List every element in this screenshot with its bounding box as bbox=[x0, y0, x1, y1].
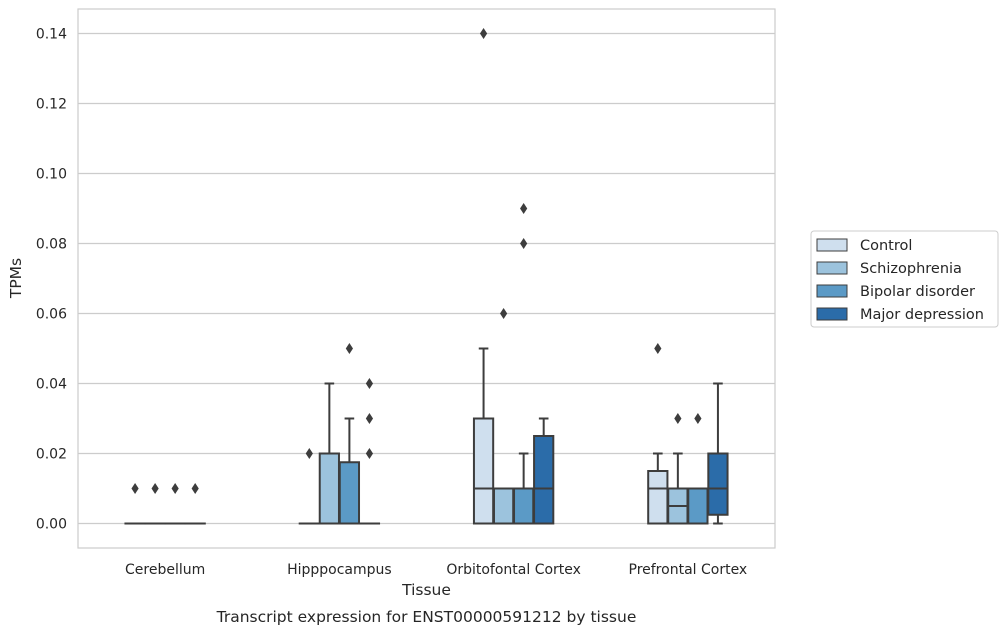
y-tick-label: 0.08 bbox=[36, 237, 67, 253]
plot-frame bbox=[77, 8, 776, 549]
outlier-marker bbox=[365, 378, 374, 389]
chart-caption: Transcript expression for ENST0000059121… bbox=[216, 608, 637, 626]
y-tick-label: 0.12 bbox=[36, 97, 67, 113]
legend-swatch bbox=[816, 261, 848, 275]
outlier-marker bbox=[694, 413, 702, 424]
outlier-marker bbox=[345, 343, 353, 354]
legend-frame bbox=[810, 230, 999, 328]
box bbox=[647, 470, 669, 525]
box bbox=[707, 452, 729, 516]
y-tick-label: 0.02 bbox=[36, 447, 67, 463]
box-control bbox=[472, 28, 495, 525]
outlier-marker bbox=[365, 413, 374, 424]
box bbox=[687, 487, 709, 525]
outlier-marker bbox=[305, 448, 313, 459]
y-tick-label: 0.06 bbox=[36, 307, 67, 323]
box-groups bbox=[124, 28, 729, 525]
outlier-marker bbox=[500, 308, 508, 319]
outlier-marker bbox=[479, 28, 488, 39]
box bbox=[318, 452, 340, 525]
y-tick-label: 0.00 bbox=[36, 517, 67, 533]
outlier-marker bbox=[151, 483, 159, 494]
plot-background bbox=[78, 9, 775, 548]
legend-label: Control bbox=[860, 238, 912, 254]
legend-swatch bbox=[816, 238, 848, 252]
box-control bbox=[647, 343, 669, 525]
x-axis-label: Tissue bbox=[401, 581, 451, 599]
box-major-depression bbox=[533, 417, 555, 525]
legend-label: Bipolar disorder bbox=[860, 284, 975, 300]
outlier-marker bbox=[191, 483, 199, 494]
legend-swatch bbox=[816, 307, 848, 321]
x-tick-label: Prefrontal Cortex bbox=[629, 562, 748, 578]
x-tick-label: Orbitofontal Cortex bbox=[446, 562, 581, 578]
box-major-depression bbox=[707, 382, 729, 525]
outlier-marker bbox=[131, 483, 139, 494]
outlier-marker bbox=[520, 238, 528, 249]
box-bipolar-disorder bbox=[687, 413, 709, 525]
legend: Control Schizophrenia Bipolar disorder Majo… bbox=[810, 230, 999, 328]
y-tick-label: 0.04 bbox=[36, 377, 67, 393]
x-tick-labels: Cerebellum Hipppocampus Orbitofontal Corte… bbox=[125, 562, 747, 578]
y-tick-label: 0.14 bbox=[36, 27, 67, 43]
box bbox=[338, 461, 361, 525]
x-tick-label: Cerebellum bbox=[125, 562, 205, 578]
legend-label: Schizophrenia bbox=[860, 261, 962, 277]
box bbox=[513, 487, 535, 525]
outlier-marker bbox=[520, 203, 528, 214]
legend-swatch bbox=[816, 284, 848, 298]
box bbox=[533, 435, 555, 525]
x-tick-label: Hipppocampus bbox=[287, 562, 392, 578]
box-major-depression bbox=[358, 378, 381, 525]
outlier-marker bbox=[171, 483, 179, 494]
y-tick-labels: 0.00 0.02 0.04 0.06 0.08 0.10 0.12 0.14 bbox=[36, 27, 67, 533]
outlier-marker bbox=[365, 448, 374, 459]
box-major-depression bbox=[184, 483, 206, 525]
box-bipolar-disorder bbox=[338, 343, 361, 525]
grid-lines bbox=[78, 32, 775, 525]
box bbox=[492, 487, 515, 525]
box-bipolar-disorder bbox=[513, 203, 535, 525]
y-tick-label: 0.10 bbox=[36, 167, 67, 183]
box-schizophrenia bbox=[318, 382, 340, 525]
outlier-marker bbox=[654, 343, 662, 354]
outlier-marker bbox=[674, 413, 682, 424]
legend-label: Major depression bbox=[860, 307, 984, 323]
box bbox=[472, 417, 495, 525]
y-axis-label: TPMs bbox=[7, 258, 25, 299]
